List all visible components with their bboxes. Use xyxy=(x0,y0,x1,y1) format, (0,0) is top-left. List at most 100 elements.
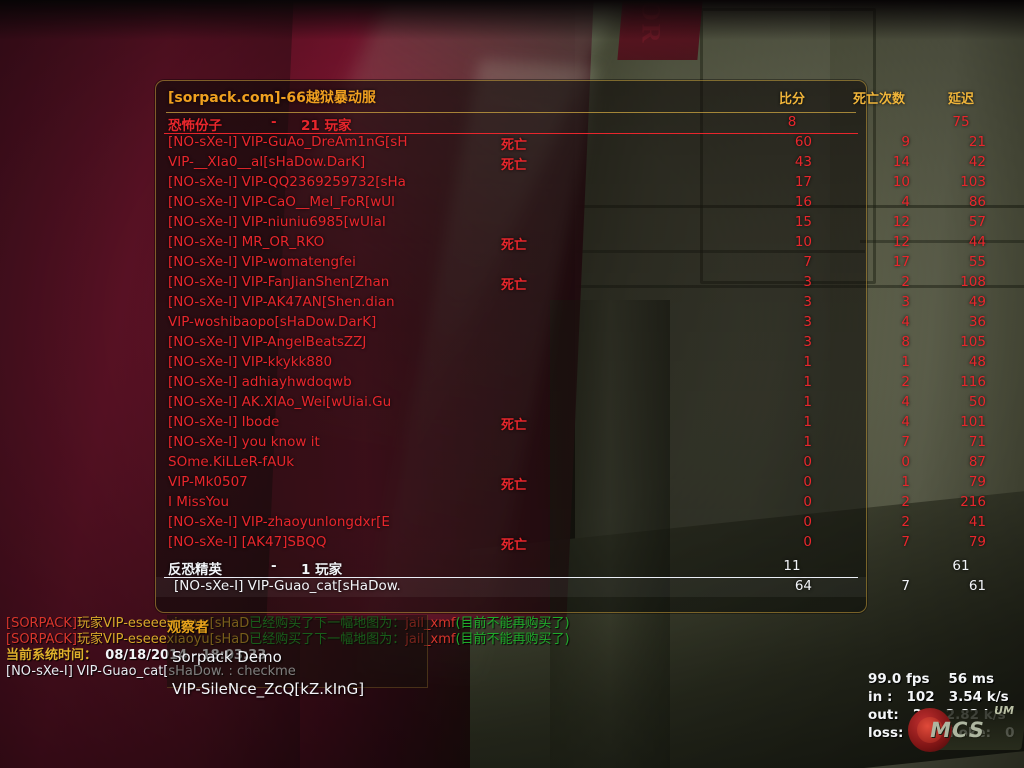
player-row[interactable]: [NO-sXe-I] VIP-niuniu6985[wUlaI 15 12 57 xyxy=(156,213,986,233)
player-ping: 86 xyxy=(968,194,986,210)
player-name: VIP-Mk0507 xyxy=(168,474,248,490)
player-score: 15 xyxy=(794,214,812,230)
player-row[interactable]: VIP-woshibaopo[sHaDow.DarK] 3 4 36 xyxy=(156,313,986,333)
player-name: [NO-sXe-I] VIP-AngelBeatsZZJ xyxy=(168,334,367,350)
team-separator: - xyxy=(271,114,277,130)
chat-note: (目前不能再购买了) xyxy=(455,632,570,647)
player-score: 17 xyxy=(794,174,812,190)
player-score: 3 xyxy=(803,274,812,290)
player-deaths: 1 xyxy=(901,354,910,370)
player-ping: 61 xyxy=(968,578,986,594)
player-status: 死亡 xyxy=(501,138,528,153)
scoreboard-body: 恐怖份子 -21 玩家 8 75 [NO-sXe-I] VIP-GuAo_DreAm1n… xyxy=(156,113,986,597)
spectator-overlay-box xyxy=(167,615,428,688)
player-row[interactable]: [NO-sXe-I] adhiayhwdoqwb 1 2 116 xyxy=(156,373,986,393)
watermark-sub-text: UM xyxy=(992,704,1016,717)
system-time-label: 当前系统时间： xyxy=(6,648,98,663)
player-ping: 116 xyxy=(960,374,986,390)
player-score: 0 xyxy=(803,494,812,510)
player-ping: 103 xyxy=(960,174,986,190)
player-status: 死亡 xyxy=(501,418,528,433)
net-fps-row: 99.0 fps 56 ms xyxy=(868,670,1024,688)
player-ping: 21 xyxy=(968,134,986,150)
chat-last-line: [NO-sXe-I] VIP-Guao_cat[sHaDow. : checkm… xyxy=(6,664,906,680)
team-separator: - xyxy=(271,558,277,574)
net-out-label: out: xyxy=(868,707,899,723)
player-ping: 108 xyxy=(960,274,986,290)
player-row[interactable]: [NO-sXe-I] [AK47]SBQQ 死亡 0 7 79 xyxy=(156,533,986,553)
player-ping: 87 xyxy=(968,454,986,470)
player-row[interactable]: [NO-sXe-I] VIP-Guao_cat[sHaDow. 64 7 61 xyxy=(156,577,986,597)
player-row[interactable]: [NO-sXe-I] VIP-AngelBeatsZZJ 3 8 105 xyxy=(156,333,986,353)
server-title: [sorpack.com]-66越狱暴动服 xyxy=(168,90,376,106)
server-watermark-logo: UM MCS xyxy=(908,702,1024,764)
player-name: [NO-sXe-I] [AK47]SBQQ xyxy=(168,534,327,550)
player-name: [NO-sXe-I] VIP-zhaoyunlongdxr[E xyxy=(168,514,390,530)
player-row[interactable]: [NO-sXe-I] Ibode 死亡 1 4 101 xyxy=(156,413,986,433)
net-fps-value: 99.0 fps xyxy=(868,671,930,687)
player-row[interactable]: [NO-sXe-I] AK.XIAo_Wei[wUiai.Gu 1 4 50 xyxy=(156,393,986,413)
player-score: 3 xyxy=(803,294,812,310)
player-row[interactable]: [NO-sXe-I] VIP-AK47AN[Shen.dian 3 3 49 xyxy=(156,293,986,313)
player-deaths: 7 xyxy=(901,434,910,450)
player-ping: 49 xyxy=(968,294,986,310)
team-name: 恐怖份子 xyxy=(168,118,222,134)
player-row[interactable]: [NO-sXe-I] MR_OR_RKO 死亡 10 12 44 xyxy=(156,233,986,253)
player-score: 0 xyxy=(803,474,812,490)
scoreboard-panel[interactable]: [sorpack.com]-66越狱暴动服 比分 死亡次数 延迟 恐怖份子 -21… xyxy=(155,80,986,613)
player-deaths: 4 xyxy=(901,314,910,330)
player-ping: 48 xyxy=(968,354,986,370)
player-deaths: 17 xyxy=(892,254,910,270)
chat-prefix: 玩家 xyxy=(76,616,103,631)
player-row[interactable]: I MissYou 0 2 216 xyxy=(156,493,986,513)
player-name: [NO-sXe-I] VIP-GuAo_DreAm1nG[sH xyxy=(168,134,408,150)
team-name: 反恐精英 xyxy=(168,562,222,578)
player-row[interactable]: [NO-sXe-I] VIP-FanJianShen[Zhan 死亡 3 2 108 xyxy=(156,273,986,293)
watermark-text: MCS xyxy=(927,718,987,742)
player-deaths: 14 xyxy=(892,154,910,170)
player-name: [NO-sXe-I] you know it xyxy=(168,434,320,450)
player-deaths: 12 xyxy=(892,214,910,230)
player-ping: 50 xyxy=(968,394,986,410)
player-row[interactable]: [NO-sXe-I] you know it 1 7 71 xyxy=(156,433,986,453)
player-status: 死亡 xyxy=(501,158,528,173)
player-row[interactable]: SOme.KiLLeR-fAUk 0 0 87 xyxy=(156,453,986,473)
player-name: [NO-sXe-I] MR_OR_RKO xyxy=(168,234,325,250)
player-score: 0 xyxy=(803,514,812,530)
player-ping: 71 xyxy=(968,434,986,450)
team-score: 8 xyxy=(787,114,797,130)
chat-server-tag: [SORPACK] xyxy=(6,616,77,631)
player-ping: 44 xyxy=(968,234,986,250)
player-score: 43 xyxy=(794,154,812,170)
player-name: [NO-sXe-I] Ibode xyxy=(168,414,280,430)
player-ping: 41 xyxy=(968,514,986,530)
team-header-row: 恐怖份子 - 21 玩家 8 75 xyxy=(156,113,970,134)
header-divider xyxy=(166,112,856,113)
player-name: SOme.KiLLeR-fAUk xyxy=(168,454,295,470)
player-ping: 105 xyxy=(960,334,986,350)
player-ping: 101 xyxy=(960,414,986,430)
player-score: 3 xyxy=(803,334,812,350)
player-row[interactable]: [NO-sXe-I] VIP-GuAo_DreAm1nG[sH 死亡 60 9 21 xyxy=(156,133,986,153)
chat-prefix: 玩家 xyxy=(76,632,103,647)
chat-note: (目前不能再购买了) xyxy=(455,616,570,631)
team-player-count: 21 玩家 xyxy=(301,118,352,134)
player-row[interactable]: [NO-sXe-I] VIP-zhaoyunlongdxr[E 0 2 41 xyxy=(156,513,986,533)
player-ping: 55 xyxy=(968,254,986,270)
player-row[interactable]: [NO-sXe-I] VIP-CaO__MeI_FoR[wUl 16 4 86 xyxy=(156,193,986,213)
player-score: 16 xyxy=(794,194,812,210)
player-row[interactable]: VIP-__XIa0__aI[sHaDow.DarK] 死亡 43 14 42 xyxy=(156,153,986,173)
player-row[interactable]: [NO-sXe-I] VIP-QQ2369259732[sHa 17 10 103 xyxy=(156,173,986,193)
player-name: [NO-sXe-I] adhiayhwdoqwb xyxy=(168,374,352,390)
player-row[interactable]: [NO-sXe-I] VIP-kkykk880 1 1 48 xyxy=(156,353,986,373)
player-score: 10 xyxy=(794,234,812,250)
player-name: [NO-sXe-I] VIP-FanJianShen[Zhan xyxy=(168,274,390,290)
team-divider xyxy=(164,133,858,134)
player-name: [NO-sXe-I] VIP-QQ2369259732[sHa xyxy=(168,174,406,190)
player-status: 死亡 xyxy=(501,478,528,493)
player-row[interactable]: [NO-sXe-I] VIP-womatengfei 7 17 55 xyxy=(156,253,986,273)
player-row[interactable]: VIP-Mk0507 死亡 0 1 79 xyxy=(156,473,986,493)
player-score: 0 xyxy=(803,454,812,470)
chat-line: [SORPACK]玩家VIP-eseeexiaoyu[sHaD已经购买了下一幅地… xyxy=(6,616,906,632)
player-name: [NO-sXe-I] VIP-Guao_cat[sHaDow. xyxy=(174,578,401,594)
